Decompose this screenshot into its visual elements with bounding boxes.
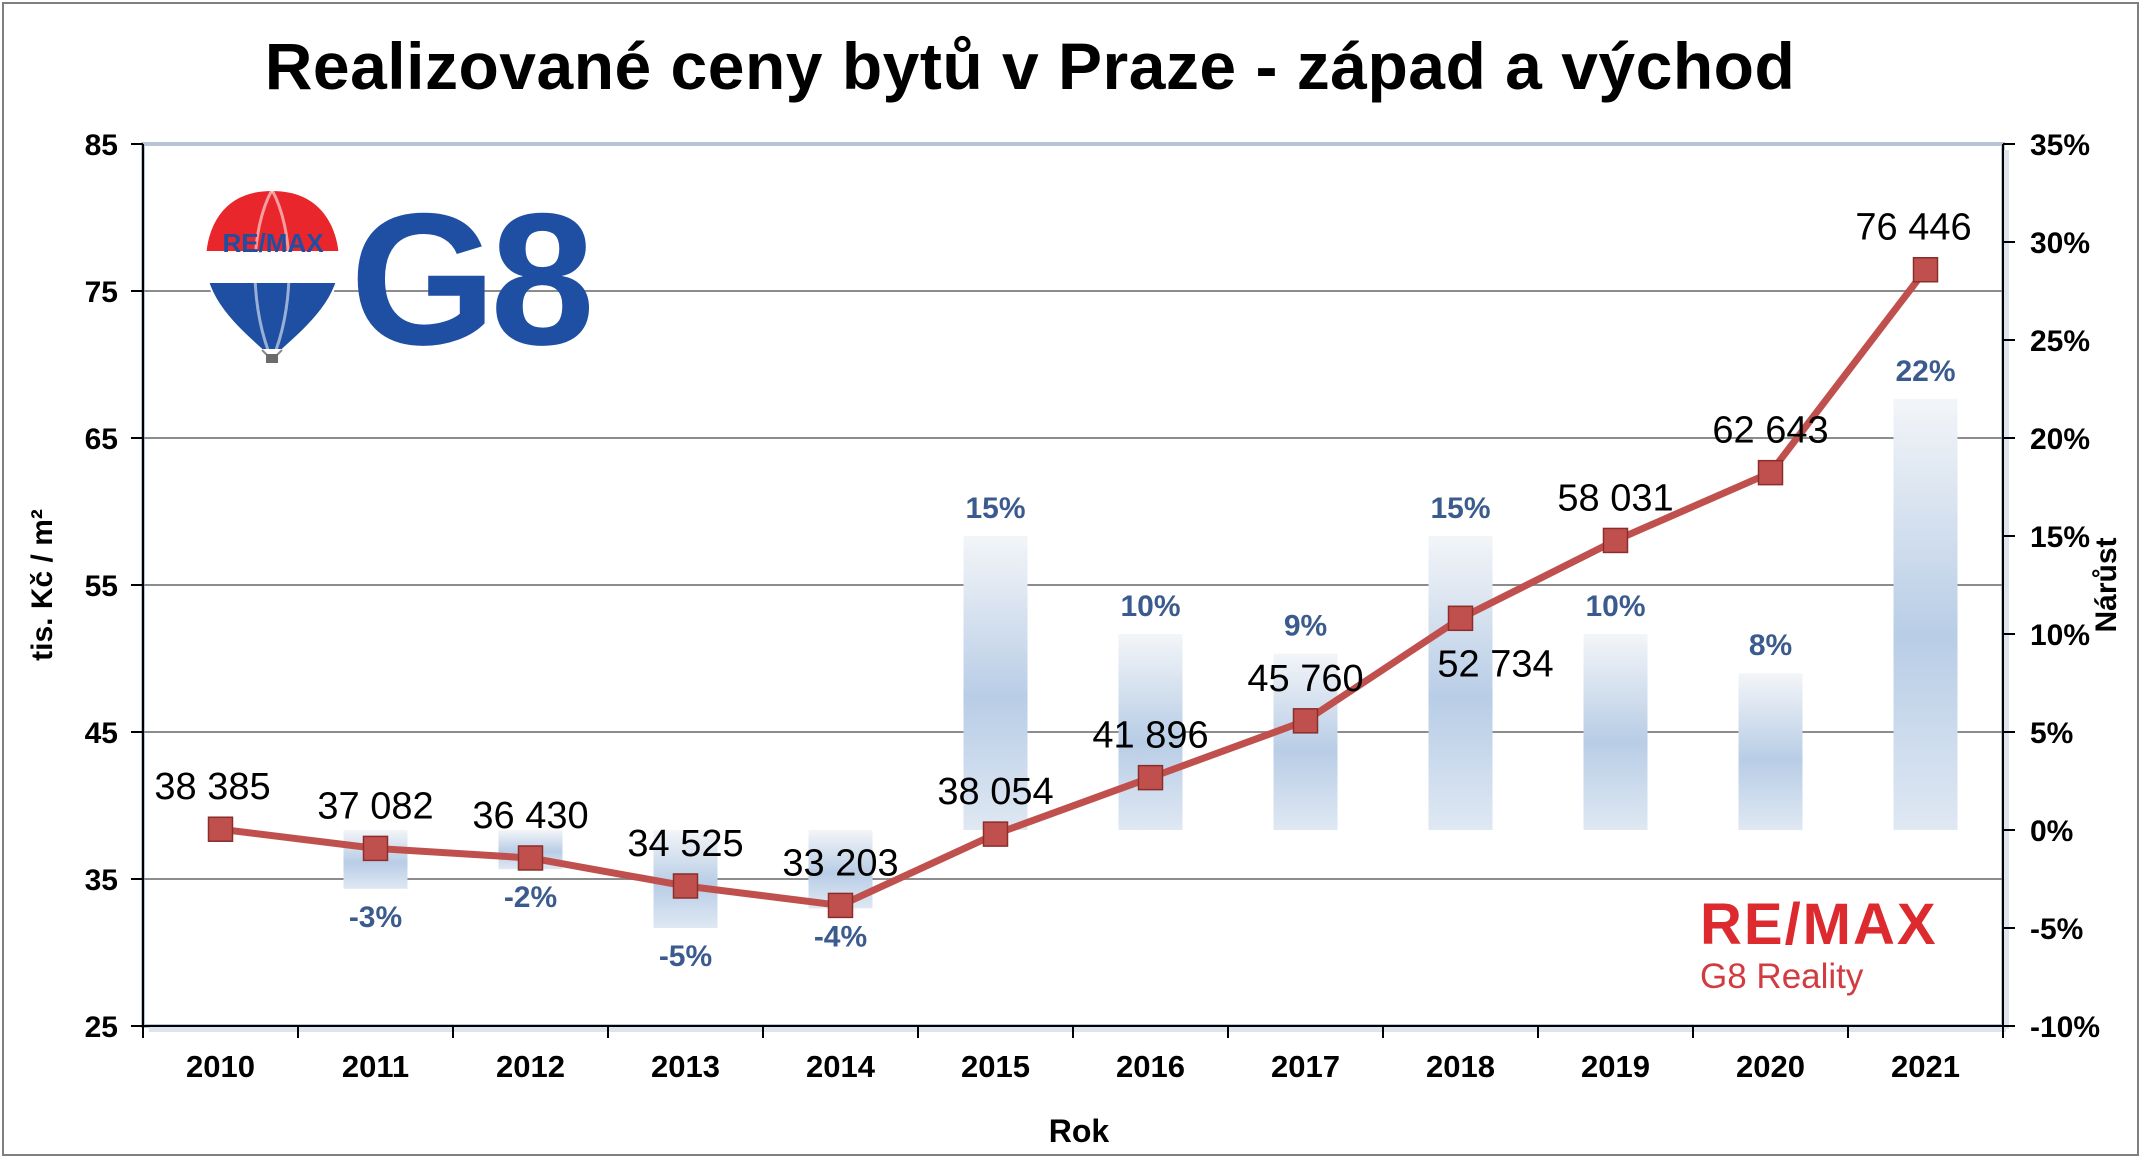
y2-tick-label: 25%: [2030, 325, 2090, 358]
price-marker: [1912, 256, 1939, 283]
y2-tick-label: 10%: [2030, 619, 2090, 652]
price-label: 41 896: [1092, 715, 1208, 757]
balloon-text: RE/MAX: [222, 228, 324, 258]
y-tick-label: 55: [85, 570, 118, 603]
remax-balloon-logo: RE/MAX: [203, 188, 342, 363]
y2-tick-label: 35%: [2030, 129, 2090, 162]
growth-label: 15%: [965, 492, 1025, 525]
x-tick-label: 2015: [961, 1049, 1030, 1084]
growth-bar: [1428, 536, 1493, 830]
price-marker: [1447, 605, 1474, 632]
growth-label: -2%: [504, 881, 557, 914]
growth-bar: [1118, 634, 1183, 830]
price-marker: [362, 835, 389, 862]
price-label: 34 525: [627, 823, 743, 865]
price-line: [220, 267, 1929, 909]
x-tick-label: 2019: [1581, 1049, 1650, 1084]
balloon-stripe: [253, 189, 274, 351]
price-marker: [517, 845, 544, 871]
y-tick-label: 85: [85, 129, 118, 162]
growth-label: 8%: [1749, 629, 1792, 662]
growth-bar: [1893, 398, 1958, 830]
x-axis-title: Rok: [1049, 1113, 1110, 1149]
y-tick-label: 35: [85, 864, 118, 897]
x-tick-label: 2014: [806, 1049, 876, 1084]
price-label: 76 446: [1855, 207, 1971, 249]
y2-tick-label: -10%: [2030, 1011, 2100, 1044]
growth-bar: [963, 536, 1028, 830]
balloon-basket: [266, 354, 278, 363]
growth-label: 9%: [1284, 610, 1327, 643]
y-tick-label: 45: [85, 717, 118, 750]
price-label: 37 082: [317, 785, 433, 827]
y2-tick-label: 0%: [2030, 815, 2073, 848]
g8-logo-text: G8: [350, 174, 595, 384]
price-label: 36 430: [472, 795, 588, 837]
balloon-stripe-2: [270, 189, 291, 351]
growth-bar: [1738, 673, 1803, 830]
growth-label: 22%: [1895, 355, 1955, 388]
growth-label: 10%: [1120, 590, 1180, 623]
price-label: 52 734: [1437, 643, 1553, 685]
price-marker: [1137, 764, 1164, 791]
y-tick-label: 65: [85, 423, 118, 456]
price-marker: [1292, 708, 1319, 734]
growth-label: -3%: [349, 901, 402, 934]
price-label: 38 054: [937, 771, 1053, 813]
y-tick-label: 25: [85, 1011, 118, 1044]
y-tick-label: 75: [85, 276, 118, 309]
y2-tick-label: 20%: [2030, 423, 2090, 456]
price-marker: [207, 816, 234, 842]
growth-bar: [1273, 653, 1338, 830]
price-label: 62 643: [1712, 410, 1828, 452]
x-tick-label: 2020: [1736, 1049, 1805, 1084]
price-marker: [982, 821, 1009, 847]
growth-label: 15%: [1430, 492, 1490, 525]
remax-brand-logo: RE/MAX G8 Reality: [1700, 895, 1970, 997]
price-marker: [1602, 527, 1629, 554]
x-tick-label: 2018: [1426, 1049, 1495, 1084]
remax-brand-word: RE/MAX: [1700, 892, 1938, 957]
y2-tick-label: 30%: [2030, 227, 2090, 260]
x-tick-label: 2013: [651, 1049, 720, 1084]
price-marker: [1757, 459, 1784, 486]
y-axis-title: tis. Kč / m²: [26, 509, 59, 661]
growth-label: -4%: [814, 920, 867, 953]
x-tick-label: 2017: [1271, 1049, 1340, 1084]
chart-title: Realizované ceny bytů v Praze - západ a …: [264, 29, 1796, 103]
price-label: 45 760: [1247, 658, 1363, 700]
x-tick-label: 2021: [1891, 1049, 1960, 1084]
x-tick-label: 2016: [1116, 1049, 1185, 1084]
price-marker: [827, 892, 854, 919]
y2-tick-label: 5%: [2030, 717, 2073, 750]
balloon-envelope: [203, 188, 342, 351]
growth-label: -5%: [659, 940, 712, 973]
x-tick-label: 2012: [496, 1049, 565, 1084]
growth-label: 10%: [1585, 590, 1645, 623]
growth-bar: [1583, 634, 1648, 830]
remax-brand-sub: G8 Reality: [1700, 957, 1864, 996]
y2-axis-title: Nárůst: [2090, 537, 2123, 632]
price-marker: [672, 873, 699, 899]
y2-tick-label: -5%: [2030, 913, 2083, 946]
x-tick-label: 2011: [342, 1049, 409, 1084]
y2-tick-label: 15%: [2030, 521, 2090, 554]
price-label: 33 203: [782, 842, 898, 884]
price-label: 38 385: [154, 766, 270, 808]
price-label: 58 031: [1557, 477, 1673, 519]
x-tick-label: 2010: [186, 1049, 255, 1084]
